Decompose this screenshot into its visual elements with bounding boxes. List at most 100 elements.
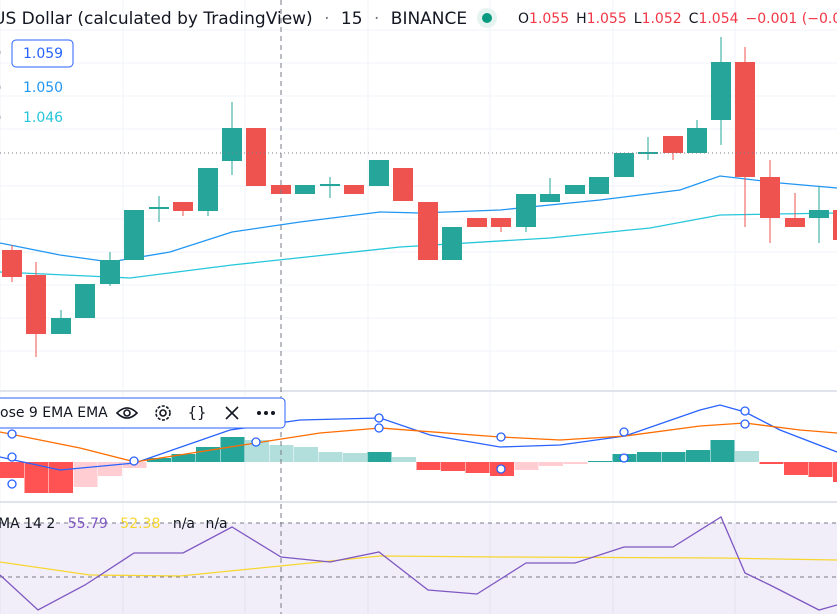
cross-marker [7,479,17,489]
candle-body [26,275,46,334]
plot [0,37,837,611]
ema-line [0,212,837,279]
candle-body [565,185,585,194]
ohlc-label: L [634,11,642,27]
candle-body [760,177,780,218]
histogram-bar [196,447,220,462]
histogram-bar [441,462,465,471]
cross-marker [374,423,384,433]
source-icon[interactable]: {} [187,404,206,422]
more-icon[interactable] [257,411,275,415]
rsi-legend-title: MA 14 2 [0,516,55,532]
candle-body [51,318,71,334]
rsi-value: n/a [205,516,227,532]
candle-body [246,128,266,186]
rsi-legend: MA 14 2 55.79 52.38 n/a n/a [0,516,228,532]
ohlc-value: 1.054 [698,11,738,27]
histogram-bar [294,447,318,462]
candle-body [589,177,609,194]
histogram-bar [171,454,196,462]
settings-icon[interactable] [155,405,171,421]
candle-body [442,227,462,260]
histogram-bar [735,451,759,462]
candle-body [75,284,95,318]
interval: 15 [341,9,363,29]
candle-body [785,218,805,227]
candle-body [735,62,755,177]
ohlc-value: 1.052 [642,11,682,27]
cross-marker [496,432,506,442]
histogram-bar [514,462,539,470]
cross-marker [7,429,17,439]
candle-body [100,260,120,284]
price-label: 1.046 [23,110,63,126]
legend-fragment: ) [0,45,1,61]
candle-body [149,207,169,209]
ohlc-label: O [518,11,529,27]
rsi-value: 52.38 [120,516,160,532]
status-dot [482,13,492,23]
candle-body [516,194,536,227]
candle-body [344,185,364,194]
separator: · [374,9,379,29]
histogram-bar [0,462,24,478]
legend-fragment: ) [0,80,1,96]
candle-body [809,210,829,218]
ohlc-change: −0.001 (−0.0 [746,11,837,27]
candle-body [418,202,438,260]
candle-body [663,136,683,153]
legend-fragment: ) [0,110,1,126]
cross-marker [619,427,629,437]
cross-marker [740,406,750,416]
histogram-bar [588,461,612,462]
histogram-bar [759,462,784,464]
ohlc-value: 1.055 [587,11,627,27]
histogram-bar [343,453,367,462]
ohlc-value: 1.055 [529,11,569,27]
eye-icon[interactable] [115,407,139,419]
close-icon[interactable] [225,406,239,420]
histogram-bar [784,462,808,475]
candle-body [711,62,731,120]
candle-body [833,210,837,240]
histogram-bar [49,462,73,493]
candle-body [467,218,487,227]
histogram-bar [73,462,98,487]
rsi-value: n/a [173,516,195,532]
ohlc-label: C [689,11,699,27]
cross-marker [129,456,139,466]
candle-body [491,218,511,227]
rsi-band [0,523,837,614]
macd-legend-title: ose 9 EMA EMA [0,405,108,421]
histogram-bar [563,462,588,464]
histogram-bar [367,452,392,462]
rsi-ma-line [0,555,837,577]
candle-body [614,153,634,177]
candle-body [124,210,144,260]
histogram-bar [833,462,837,482]
cross-marker [374,413,384,423]
cross-marker [251,437,261,447]
candle-body [295,185,315,194]
histogram-bar [686,450,710,462]
candle-body [2,250,22,277]
header: US Dollar (calculated by TradingView) · … [0,9,467,29]
candle-body [687,128,707,153]
rsi-value: 55.79 [68,516,108,532]
histogram-bar [661,452,686,462]
candle-body [222,128,242,161]
histogram-bar [808,462,833,477]
macd-legend-box [0,397,286,429]
cross-marker [496,464,506,474]
histogram-bar [637,452,661,462]
symbol: US Dollar (calculated by TradingView) [0,9,313,29]
ohlc: O1.055 H1.055 L1.052 C1.054 −0.001 (−0.0 [518,11,837,27]
separator: · [324,9,329,29]
histogram-bar [392,457,416,462]
price-box [11,39,74,68]
cross-marker [619,453,629,463]
histogram-bar [245,440,269,462]
